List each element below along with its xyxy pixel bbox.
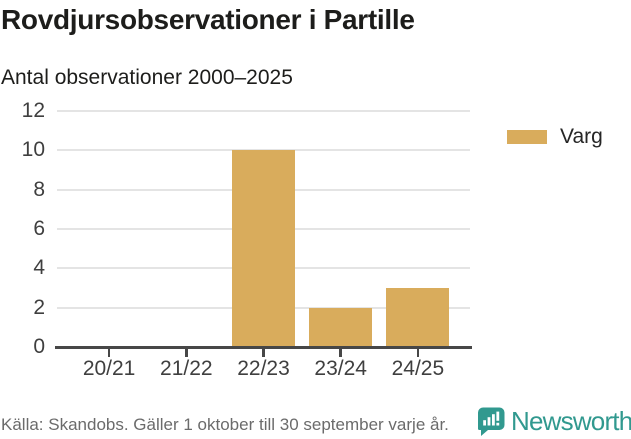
- x-axis-line: [55, 346, 472, 349]
- x-tick-21/22: [185, 349, 188, 357]
- legend-swatch-varg: [507, 130, 547, 144]
- x-tick-label-22/23: 22/23: [237, 357, 290, 380]
- y-tick-label-0: 0: [33, 335, 45, 358]
- x-tick-20/21: [107, 349, 111, 357]
- newsworthy-wordmark: Newsworthy: [511, 406, 631, 436]
- bar-chart-speech-bubble-icon: [478, 407, 505, 436]
- x-tick-23/24: [339, 349, 342, 357]
- bar-24/25: [386, 288, 450, 347]
- chart-subtitle: Antal observationer 2000–2025: [1, 66, 293, 89]
- y-tick-label-10: 10: [21, 138, 45, 162]
- x-tick-24/25: [416, 349, 420, 357]
- bar-22/23: [232, 150, 295, 347]
- x-tick-22/23: [262, 349, 265, 357]
- y-tick-label-2: 2: [33, 295, 45, 319]
- y-tick-label-8: 8: [33, 177, 45, 201]
- y-tick-label-6: 6: [33, 217, 45, 240]
- y-tick-label-12: 12: [21, 99, 45, 122]
- newsworthy-logo[interactable]: Newsworthy: [478, 407, 631, 436]
- source-note: Källa: Skandobs. Gäller 1 oktober till 3…: [1, 415, 449, 434]
- legend-label: Varg: [560, 125, 603, 148]
- x-tick-label-23/24: 23/24: [314, 357, 367, 380]
- chart-title: Rovdjursobservationer i Partille: [1, 4, 415, 35]
- bar-23/24: [309, 307, 373, 347]
- gridline-12: [57, 110, 470, 112]
- y-tick-label-4: 4: [33, 256, 45, 280]
- plot-area: [57, 110, 470, 347]
- x-tick-label-20/21: 20/21: [82, 357, 136, 380]
- x-tick-label-24/25: 24/25: [391, 357, 445, 380]
- x-tick-label-21/22: 21/22: [160, 357, 213, 380]
- legend: Varg: [507, 124, 603, 150]
